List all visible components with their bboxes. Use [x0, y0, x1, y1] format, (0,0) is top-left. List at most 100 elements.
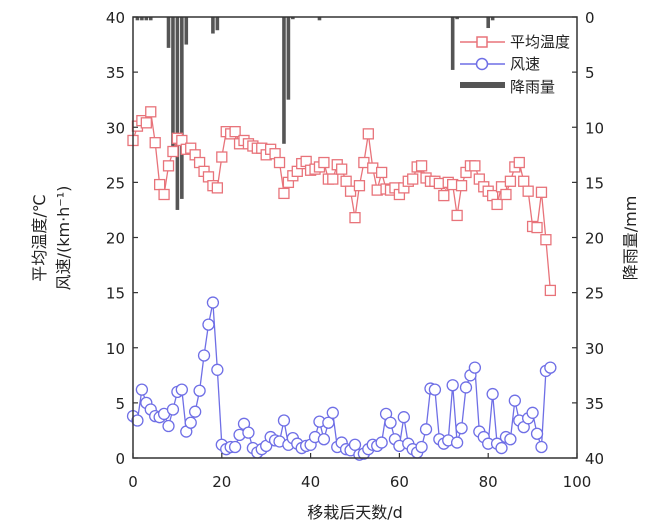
rain-bar — [175, 17, 180, 210]
x-tick-label: 0 — [128, 473, 138, 491]
temperature-point — [491, 198, 503, 211]
y-left-tick-label: 30 — [106, 119, 125, 137]
wind-point — [397, 411, 410, 424]
legend-rain-label: 降雨量 — [510, 78, 555, 96]
temperature-point — [158, 188, 170, 201]
wind-point — [348, 438, 362, 451]
rain-bar — [148, 17, 153, 21]
temperature-point — [278, 187, 290, 200]
y-left-tick-label: 10 — [106, 340, 125, 358]
legend-item-temperature: 平均温度 — [460, 33, 570, 51]
temperature-point — [211, 182, 224, 194]
rain-bar — [144, 17, 149, 21]
temperature-point — [140, 117, 152, 129]
temperature-point — [273, 156, 286, 169]
y-left-tick-label: 25 — [106, 174, 125, 192]
rain-bar — [215, 17, 220, 31]
temperature-point — [318, 156, 330, 169]
legend-item-rain: 降雨量 — [460, 78, 555, 96]
x-tick-label: 80 — [479, 473, 498, 491]
temperature-point — [340, 175, 352, 187]
y-right-tick-label: 30 — [585, 340, 604, 358]
temperature-point — [162, 160, 175, 172]
temperature-point — [469, 160, 481, 172]
axis-ticks: 0 20 40 60 80 100 0 5 10 15 20 25 30 35 40 0 5 10 15 20 25 30… — [106, 9, 604, 491]
wind-point — [242, 426, 255, 439]
x-tick-label: 100 — [563, 473, 592, 491]
temperature-point — [229, 126, 241, 138]
rain-bar — [291, 17, 295, 20]
x-tick-label: 20 — [212, 473, 231, 491]
wind-point — [131, 414, 144, 427]
y-left-tick-label: 5 — [115, 395, 125, 413]
rain-bar — [450, 17, 455, 70]
wind-point — [175, 383, 188, 396]
y-left-tick-label: 0 — [115, 450, 125, 468]
y-left-tick-label: 15 — [106, 285, 125, 303]
rain-bars — [135, 17, 495, 210]
legend-wind-label: 风速 — [510, 55, 540, 73]
temperature-point — [407, 173, 419, 185]
temperature-point — [153, 178, 166, 191]
wind-point — [202, 318, 215, 331]
x-tick-label: 60 — [390, 473, 409, 491]
temperature-point — [513, 156, 525, 169]
temperature-point — [327, 173, 339, 185]
wind-point — [530, 427, 544, 440]
wind-point — [197, 349, 211, 362]
wind-point — [468, 361, 482, 374]
y-left-tick-label: 35 — [106, 64, 125, 82]
rain-bar — [180, 17, 184, 199]
y-left-axis-title-temperature: 平均温度/℃ — [30, 194, 49, 281]
wind-point — [495, 441, 508, 455]
rain-bar — [490, 17, 495, 21]
y-right-tick-label: 10 — [585, 119, 604, 137]
rain-bar — [455, 17, 459, 20]
temperature-point — [167, 145, 179, 158]
temperature-point — [336, 163, 348, 175]
wind-point — [504, 433, 517, 446]
wind-point — [384, 416, 397, 429]
rain-bar — [171, 17, 175, 150]
rain-bar — [211, 17, 215, 34]
legend-rain-swatch — [460, 82, 505, 88]
wind-point — [486, 387, 499, 401]
wind-point — [508, 394, 521, 407]
temperature-point — [500, 188, 512, 201]
wind-line — [132, 302, 551, 456]
wind-point — [211, 363, 224, 376]
temperature-point — [540, 234, 552, 246]
wind-point — [544, 361, 557, 374]
wind-point — [526, 406, 539, 419]
wind-point — [375, 436, 388, 449]
wind-point — [326, 406, 339, 419]
legend-item-wind: 风速 — [460, 55, 540, 73]
wind-point — [184, 416, 197, 429]
wind-point — [428, 383, 442, 396]
y-right-tick-label: 35 — [585, 395, 604, 413]
wind-point — [322, 416, 335, 429]
y-right-tick-label: 25 — [585, 285, 604, 303]
temperature-point — [362, 128, 374, 140]
rain-bar — [486, 17, 490, 29]
wind-point — [450, 436, 464, 449]
temperature-series — [127, 106, 557, 297]
temperature-point — [535, 186, 548, 198]
wind-point — [189, 405, 202, 418]
wind-point — [277, 414, 291, 427]
rain-bar — [135, 17, 140, 21]
temperature-point — [349, 212, 361, 224]
temperature-point — [415, 160, 428, 172]
wind-point — [535, 440, 548, 454]
temperature-point — [353, 180, 366, 192]
y-right-tick-label: 20 — [585, 230, 604, 248]
rain-bar — [286, 17, 291, 100]
legend-wind-marker — [475, 57, 489, 71]
wind-point — [162, 419, 175, 433]
temperature-point — [216, 151, 228, 163]
rain-bar — [140, 17, 144, 21]
y-left-axis-title-wind: 风速/(km·h⁻¹) — [54, 186, 73, 291]
x-tick-label: 40 — [301, 473, 320, 491]
y-right-tick-label: 5 — [585, 64, 595, 82]
